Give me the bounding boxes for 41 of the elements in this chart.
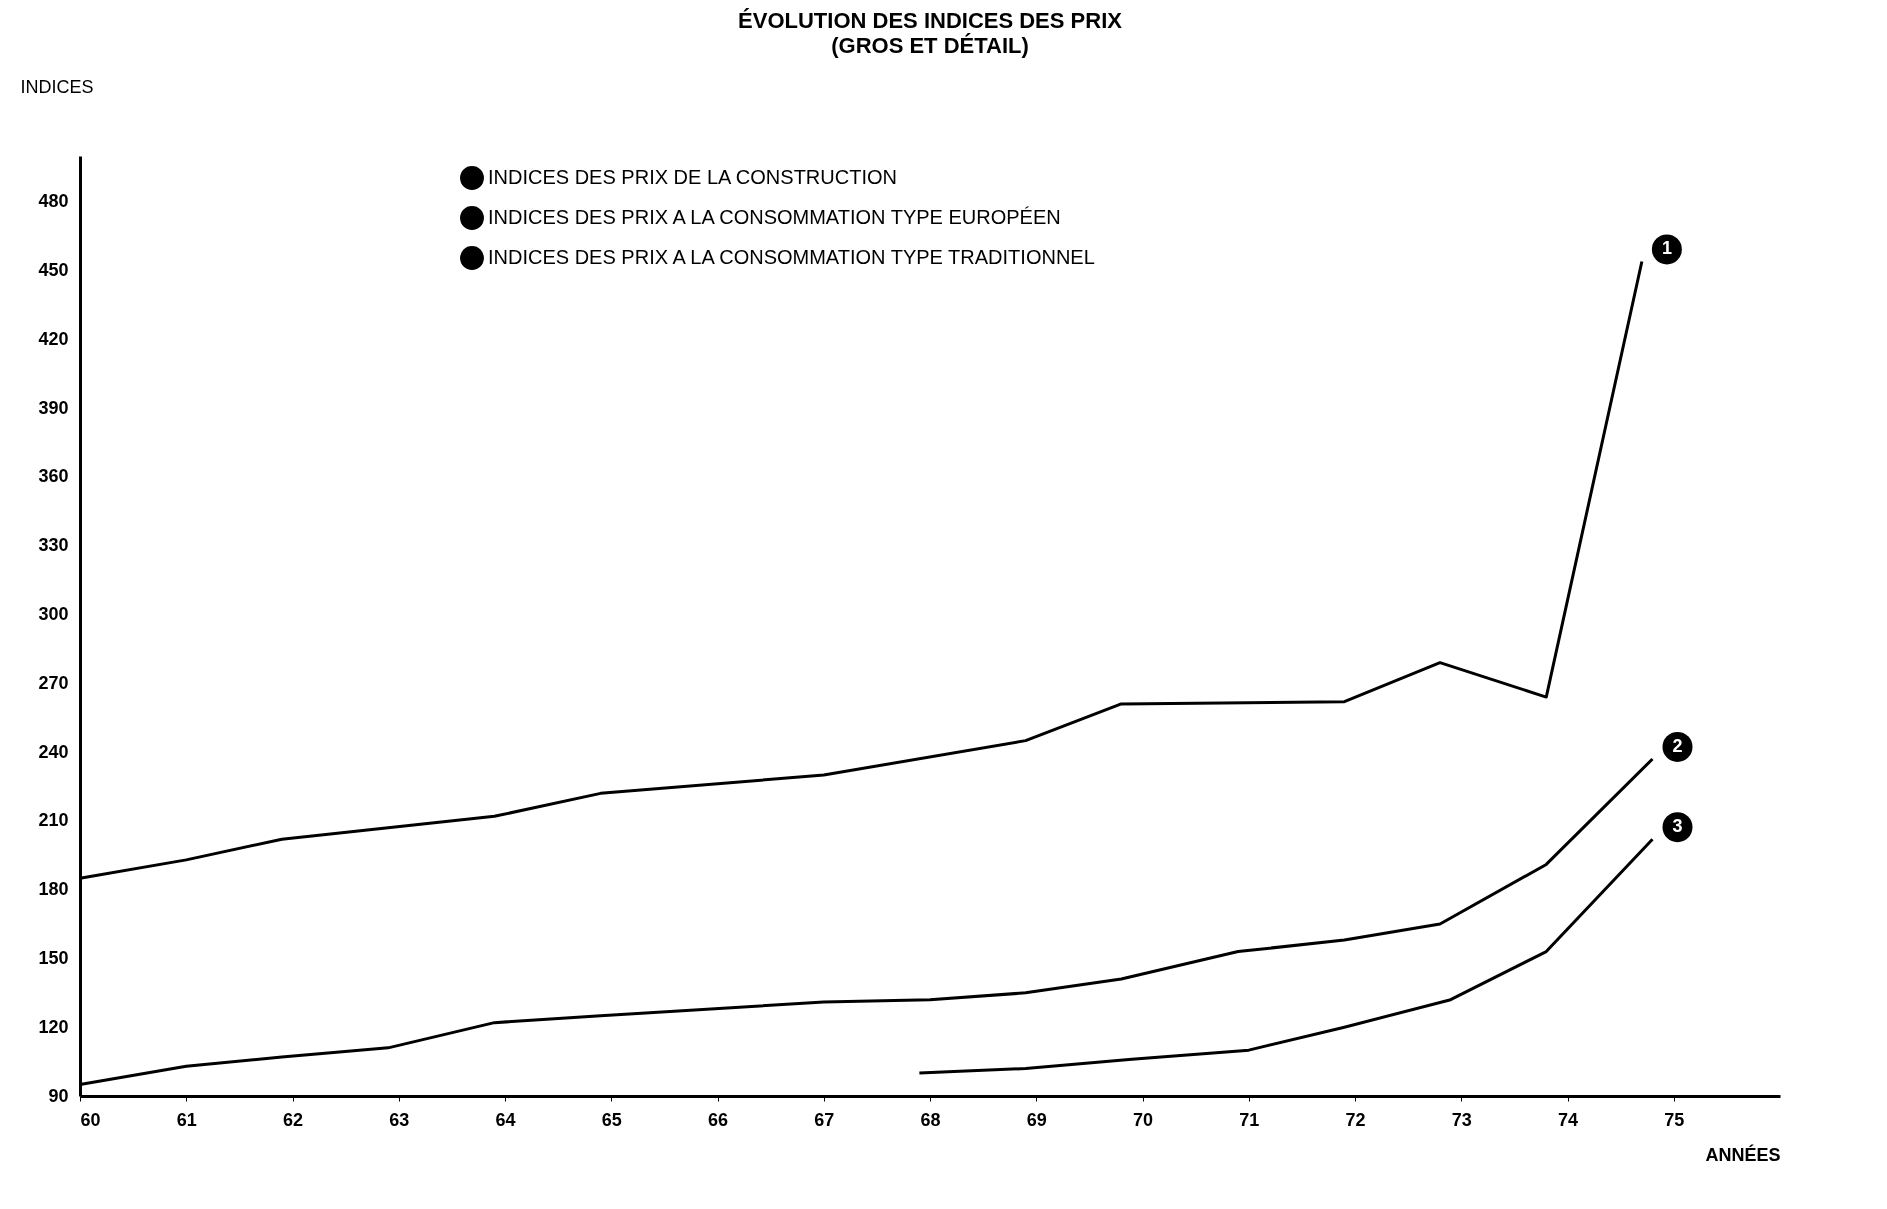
line-series <box>917 837 1654 1075</box>
annotation: 3 <box>1672 816 1683 837</box>
annotation: 2 <box>1672 735 1683 756</box>
y-tick-label: 480 <box>38 191 69 212</box>
legend-label: INDICES DES PRIX A LA CONSOMMATION TYPE EUROPÉEN <box>488 206 1061 228</box>
x-tick-label: 62 <box>282 1109 304 1130</box>
legend-label: INDICES DES PRIX A LA CONSOMMATION TYPE TRADITIONNEL <box>488 246 1095 268</box>
x-tick-label: 61 <box>176 1109 197 1130</box>
y-tick-label: 180 <box>38 879 69 900</box>
x-tick-label: 73 <box>1451 1109 1472 1130</box>
y-tick-label: 360 <box>38 466 69 487</box>
y-tick-label: 210 <box>38 810 69 831</box>
y-tick-label: 270 <box>38 672 69 693</box>
y-tick-label: 90 <box>48 1085 69 1106</box>
y-tick-label: 450 <box>38 260 69 281</box>
x-tick-label: 64 <box>495 1109 516 1130</box>
y-tick-label: 390 <box>38 397 69 418</box>
y-tick-label: 120 <box>38 1016 69 1037</box>
x-tick-label: 66 <box>707 1109 729 1130</box>
y-tick-label: 330 <box>38 535 69 556</box>
annotation: 1 <box>1661 238 1672 259</box>
legend-label: INDICES DES PRIX DE LA CONSTRUCTION <box>488 166 897 188</box>
x-tick-label: 71 <box>1239 1109 1260 1130</box>
x-tick-label: 65 <box>601 1109 622 1130</box>
x-tick-label: 68 <box>920 1109 941 1130</box>
y-axis-title: INDICES <box>20 76 94 97</box>
y-tick-label: 420 <box>38 328 69 349</box>
x-tick-label: 75 <box>1664 1109 1685 1130</box>
x-tick-label: 67 <box>814 1109 835 1130</box>
chart-title: ÉVOLUTION DES INDICES DES PRIX <box>738 8 1123 33</box>
x-tick-label: 70 <box>1132 1109 1154 1130</box>
x-tick-label: 72 <box>1345 1109 1366 1130</box>
x-tick-label: 69 <box>1026 1109 1047 1130</box>
x-tick-label: 74 <box>1557 1109 1579 1130</box>
y-tick-label: 240 <box>38 741 69 762</box>
x-tick-label: 63 <box>389 1109 410 1130</box>
chart-subtitle: (GROS ET DÉTAIL) <box>831 33 1029 58</box>
x-axis-title: ANNÉES <box>1705 1143 1781 1165</box>
y-tick-label: 150 <box>38 947 69 968</box>
y-tick-label: 300 <box>38 604 69 625</box>
x-tick-label: 60 <box>80 1109 101 1130</box>
